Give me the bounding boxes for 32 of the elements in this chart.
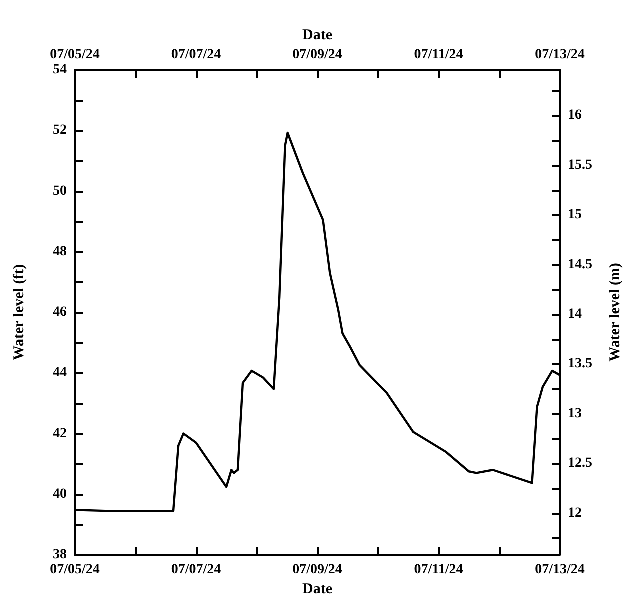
x2-axis-title: Date [302,28,333,44]
x2-tick-label: 07/09/24 [292,48,342,62]
x2-tick-label: 07/05/24 [50,48,100,62]
y-tick-label: 46 [53,305,67,320]
y2-tick-label: 16 [568,108,582,124]
x-tick-label: 07/13/24 [535,562,585,578]
x-tick-label: 07/05/24 [50,562,100,578]
y-axis-title: Water level (ft) [12,264,28,361]
y2-tick-label: 12.5 [568,456,592,472]
x-tick-label: 07/11/24 [414,562,464,578]
y2-tick-label: 14 [568,306,582,322]
y2-tick-label: 13.5 [568,356,592,372]
y2-tick-label: 12 [568,506,582,521]
y2-tick-label: 15 [568,208,582,223]
x2-tick-label: 07/07/24 [171,48,222,62]
y2-axis-title: Water level (m) [608,263,624,362]
x-axis-title: Date [302,581,333,598]
y-tick-label: 48 [53,244,67,260]
y2-tick-label: 13 [568,406,582,422]
x-tick-label: 07/07/24 [171,562,222,578]
y-tick-label: 52 [53,123,67,138]
y-tick-label: 44 [53,366,67,381]
y2-tick-label: 14.5 [568,257,592,272]
x2-tick-label: 07/13/24 [535,48,585,62]
y-tick-label: 42 [53,426,67,442]
y2-tick-label: 15.5 [568,158,592,173]
y-tick-label: 40 [53,486,67,502]
y-tick-label: 54 [53,62,67,78]
x2-tick-label: 07/11/24 [414,48,464,62]
y-tick-label: 50 [53,184,67,199]
y-tick-label: 38 [53,548,67,562]
x-tick-label: 07/09/24 [292,562,342,578]
